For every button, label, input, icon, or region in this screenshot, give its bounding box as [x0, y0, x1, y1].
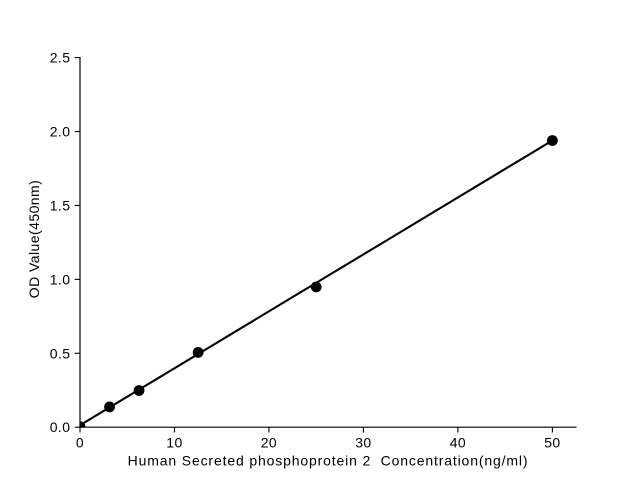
svg-text:1.5: 1.5 — [50, 197, 71, 213]
svg-text:50: 50 — [544, 435, 560, 451]
svg-text:40: 40 — [450, 435, 466, 451]
svg-text:1.0: 1.0 — [50, 271, 71, 287]
svg-text:0.5: 0.5 — [50, 345, 71, 361]
svg-text:2.0: 2.0 — [50, 124, 71, 140]
svg-text:Human Secreted phosphoprotein: Human Secreted phosphoprotein 2 Concentr… — [128, 453, 529, 469]
svg-text:20: 20 — [261, 435, 277, 451]
svg-text:2.5: 2.5 — [50, 50, 71, 66]
svg-text:0: 0 — [76, 435, 84, 451]
svg-text:OD Value(450nm): OD Value(450nm) — [26, 180, 42, 299]
svg-text:10: 10 — [166, 435, 182, 451]
svg-text:30: 30 — [355, 435, 371, 451]
svg-text:0.0: 0.0 — [50, 419, 71, 435]
